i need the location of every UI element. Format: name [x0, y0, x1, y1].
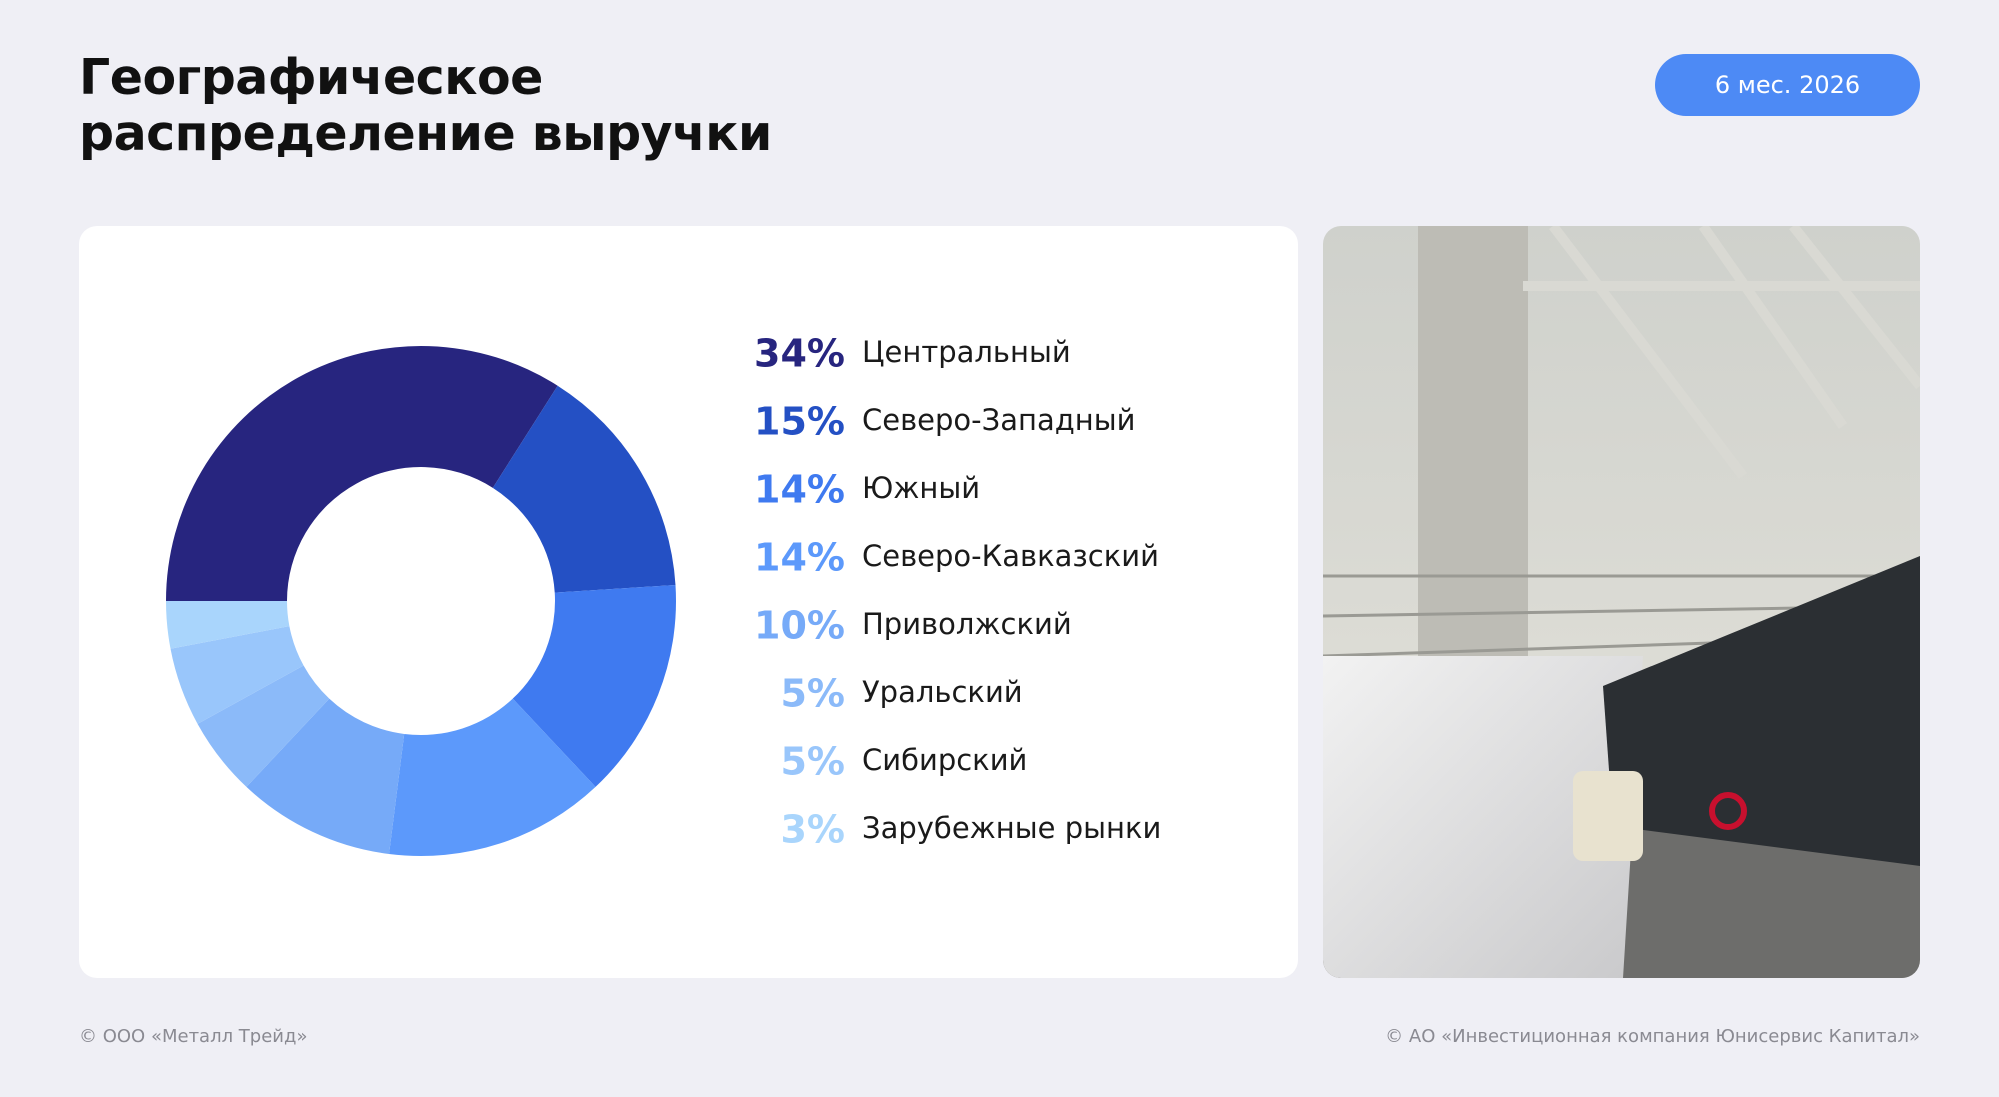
photo-illustration — [1323, 226, 1920, 978]
legend-label: Центральный — [862, 335, 1071, 369]
factory-photo — [1323, 226, 1920, 978]
donut-segment — [166, 601, 290, 649]
donut-segment — [246, 698, 405, 854]
legend-value: 5% — [780, 672, 845, 716]
legend-label: Сибирский — [862, 743, 1027, 777]
legend-label: Северо-Западный — [862, 403, 1136, 437]
legend-label: Южный — [862, 471, 980, 505]
legend-value: 14% — [754, 468, 845, 512]
donut-segment — [170, 626, 304, 724]
legend-value: 34% — [754, 332, 845, 376]
legend-label: Приволжский — [862, 607, 1072, 641]
legend-label: Зарубежные рынки — [862, 811, 1161, 845]
donut-segment — [197, 665, 330, 787]
donut-segment — [389, 698, 596, 856]
period-badge: 6 мес. 2026 — [1655, 54, 1920, 116]
legend-label: Уральский — [862, 675, 1023, 709]
legend-value: 14% — [754, 536, 845, 580]
legend-value: 3% — [780, 808, 845, 852]
legend-label: Северо-Кавказский — [862, 539, 1159, 573]
legend-value: 15% — [754, 400, 845, 444]
footer-right: © АО «Инвестиционная компания Юнисервис … — [1385, 1026, 1920, 1047]
chart-card: 34% Центральный 15% Северо-Западный 14% Южный… — [79, 226, 1298, 978]
legend-value: 10% — [754, 604, 845, 648]
donut-segment — [492, 385, 676, 593]
donut-segment — [166, 346, 558, 601]
chart: 34% Центральный 15% Северо-Западный 14% Южный… — [166, 332, 1161, 856]
donut-segment — [512, 584, 677, 787]
footer-left: © ООО «Металл Трейд» — [79, 1026, 308, 1047]
legend-value: 5% — [780, 740, 845, 784]
page-title: Географическое распределение выручки — [79, 49, 772, 162]
